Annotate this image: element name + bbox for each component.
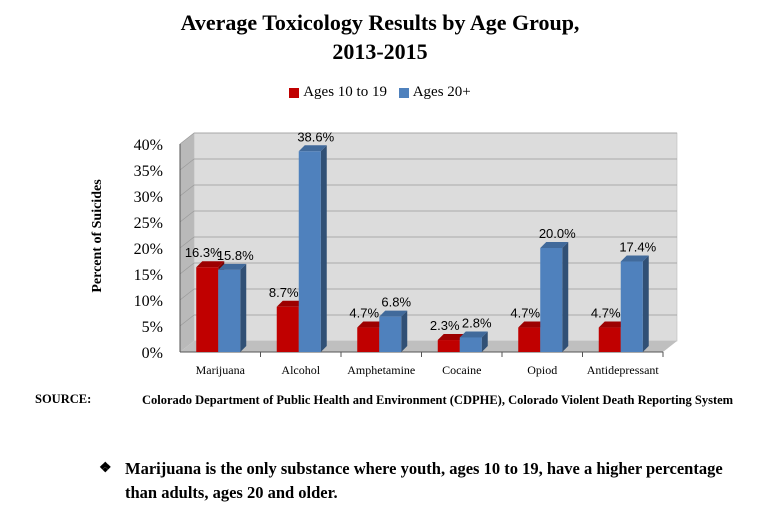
bar-value-label: 38.6%	[297, 129, 334, 144]
bar-value-label: 4.7%	[349, 306, 379, 321]
legend-item-adult: Ages 20+	[398, 84, 471, 101]
bar-top	[620, 255, 649, 262]
bar	[540, 248, 563, 352]
bar	[620, 261, 643, 352]
bar-value-label: 2.8%	[462, 315, 492, 330]
bar-top	[357, 321, 386, 328]
source-text: Colorado Department of Public Health and…	[142, 393, 734, 407]
bar-top	[276, 300, 305, 307]
legend-swatch-youth	[289, 87, 300, 98]
gridline-side	[179, 210, 195, 223]
bar-side	[401, 310, 408, 352]
y-tick-label: 20%	[134, 241, 163, 258]
gridline-side	[179, 158, 195, 171]
bar	[518, 327, 541, 352]
chart-title-line2: 2013-2015	[332, 39, 428, 64]
bar-top	[437, 334, 466, 341]
legend-item-youth: Ages 10 to 19	[289, 84, 387, 101]
bar	[379, 316, 402, 352]
bar	[459, 337, 482, 352]
bar-value-label: 4.7%	[591, 306, 621, 321]
y-tick-label: 35%	[134, 163, 163, 180]
key-finding-text: Marijuana is the only substance where yo…	[125, 459, 723, 502]
x-tick-label: Cocaine	[442, 363, 481, 377]
bar-value-label: 8.7%	[269, 285, 299, 300]
gridline-side	[179, 184, 195, 197]
gridline-side	[179, 132, 195, 145]
y-axis-title: Percent of Suicides	[90, 179, 105, 293]
y-tick-label: 0%	[142, 345, 163, 362]
bar-value-label: 20.0%	[539, 226, 576, 241]
chart-title: Average Toxicology Results by Age Group,…	[0, 8, 760, 66]
bar	[196, 267, 219, 352]
bar-value-label: 16.3%	[185, 245, 222, 260]
bar	[276, 306, 299, 352]
bar-side	[320, 145, 327, 352]
bar-value-label: 15.8%	[217, 248, 254, 263]
gridline-side	[179, 314, 195, 327]
legend-swatch-adult	[398, 87, 409, 98]
bar-top	[379, 310, 408, 317]
bar-side	[642, 255, 649, 352]
bar-value-label: 6.8%	[381, 295, 411, 310]
bar-top	[218, 263, 247, 270]
y-tick-label: 15%	[134, 267, 163, 284]
key-finding-note: ❖ Marijuana is the only substance where …	[99, 457, 735, 505]
diamond-bullet-icon: ❖	[99, 461, 112, 476]
bar	[437, 340, 460, 352]
bar-chart: 0% 5% 10% 15% 20% 25% 30% 35% 40% Percent of Suic…	[90, 129, 678, 377]
bar-top	[518, 321, 547, 328]
bar	[598, 327, 621, 352]
y-tick-label: 40%	[134, 137, 163, 154]
bar-top	[459, 331, 488, 338]
gridline-side	[179, 236, 195, 249]
bar	[357, 327, 380, 352]
bar-top	[298, 145, 327, 152]
source-label: SOURCE:	[35, 392, 92, 406]
x-tick-label: Alcohol	[281, 363, 320, 377]
bar-side	[481, 331, 488, 352]
legend-label-adult: Ages 20+	[412, 84, 471, 100]
y-tick-label: 25%	[134, 215, 163, 232]
x-tick-label: Antidepressant	[587, 363, 660, 377]
gridline-side	[179, 262, 195, 275]
chart-legend: Ages 10 to 19 Ages 20+	[0, 84, 760, 103]
chart-title-line1: Average Toxicology Results by Age Group,	[180, 10, 580, 35]
bar	[298, 151, 321, 352]
y-tick-label: 5%	[142, 319, 163, 336]
bar-top	[598, 321, 627, 328]
x-tick-label: Marijuana	[196, 363, 246, 377]
bar-top	[196, 261, 225, 268]
x-tick-label: Amphetamine	[347, 363, 415, 377]
y-tick-label: 30%	[134, 189, 163, 206]
bar-side	[240, 263, 247, 352]
legend-label-youth: Ages 10 to 19	[303, 84, 387, 100]
bar-value-label: 4.7%	[510, 306, 540, 321]
bar-value-label: 2.3%	[430, 318, 460, 333]
y-tick-label: 10%	[134, 293, 163, 310]
gridline-side	[179, 288, 195, 301]
bar-side	[562, 242, 569, 352]
bar-value-label: 17.4%	[619, 240, 656, 255]
bar-top	[540, 242, 569, 248]
bar	[218, 269, 241, 352]
x-tick-label: Opiod	[527, 363, 557, 377]
